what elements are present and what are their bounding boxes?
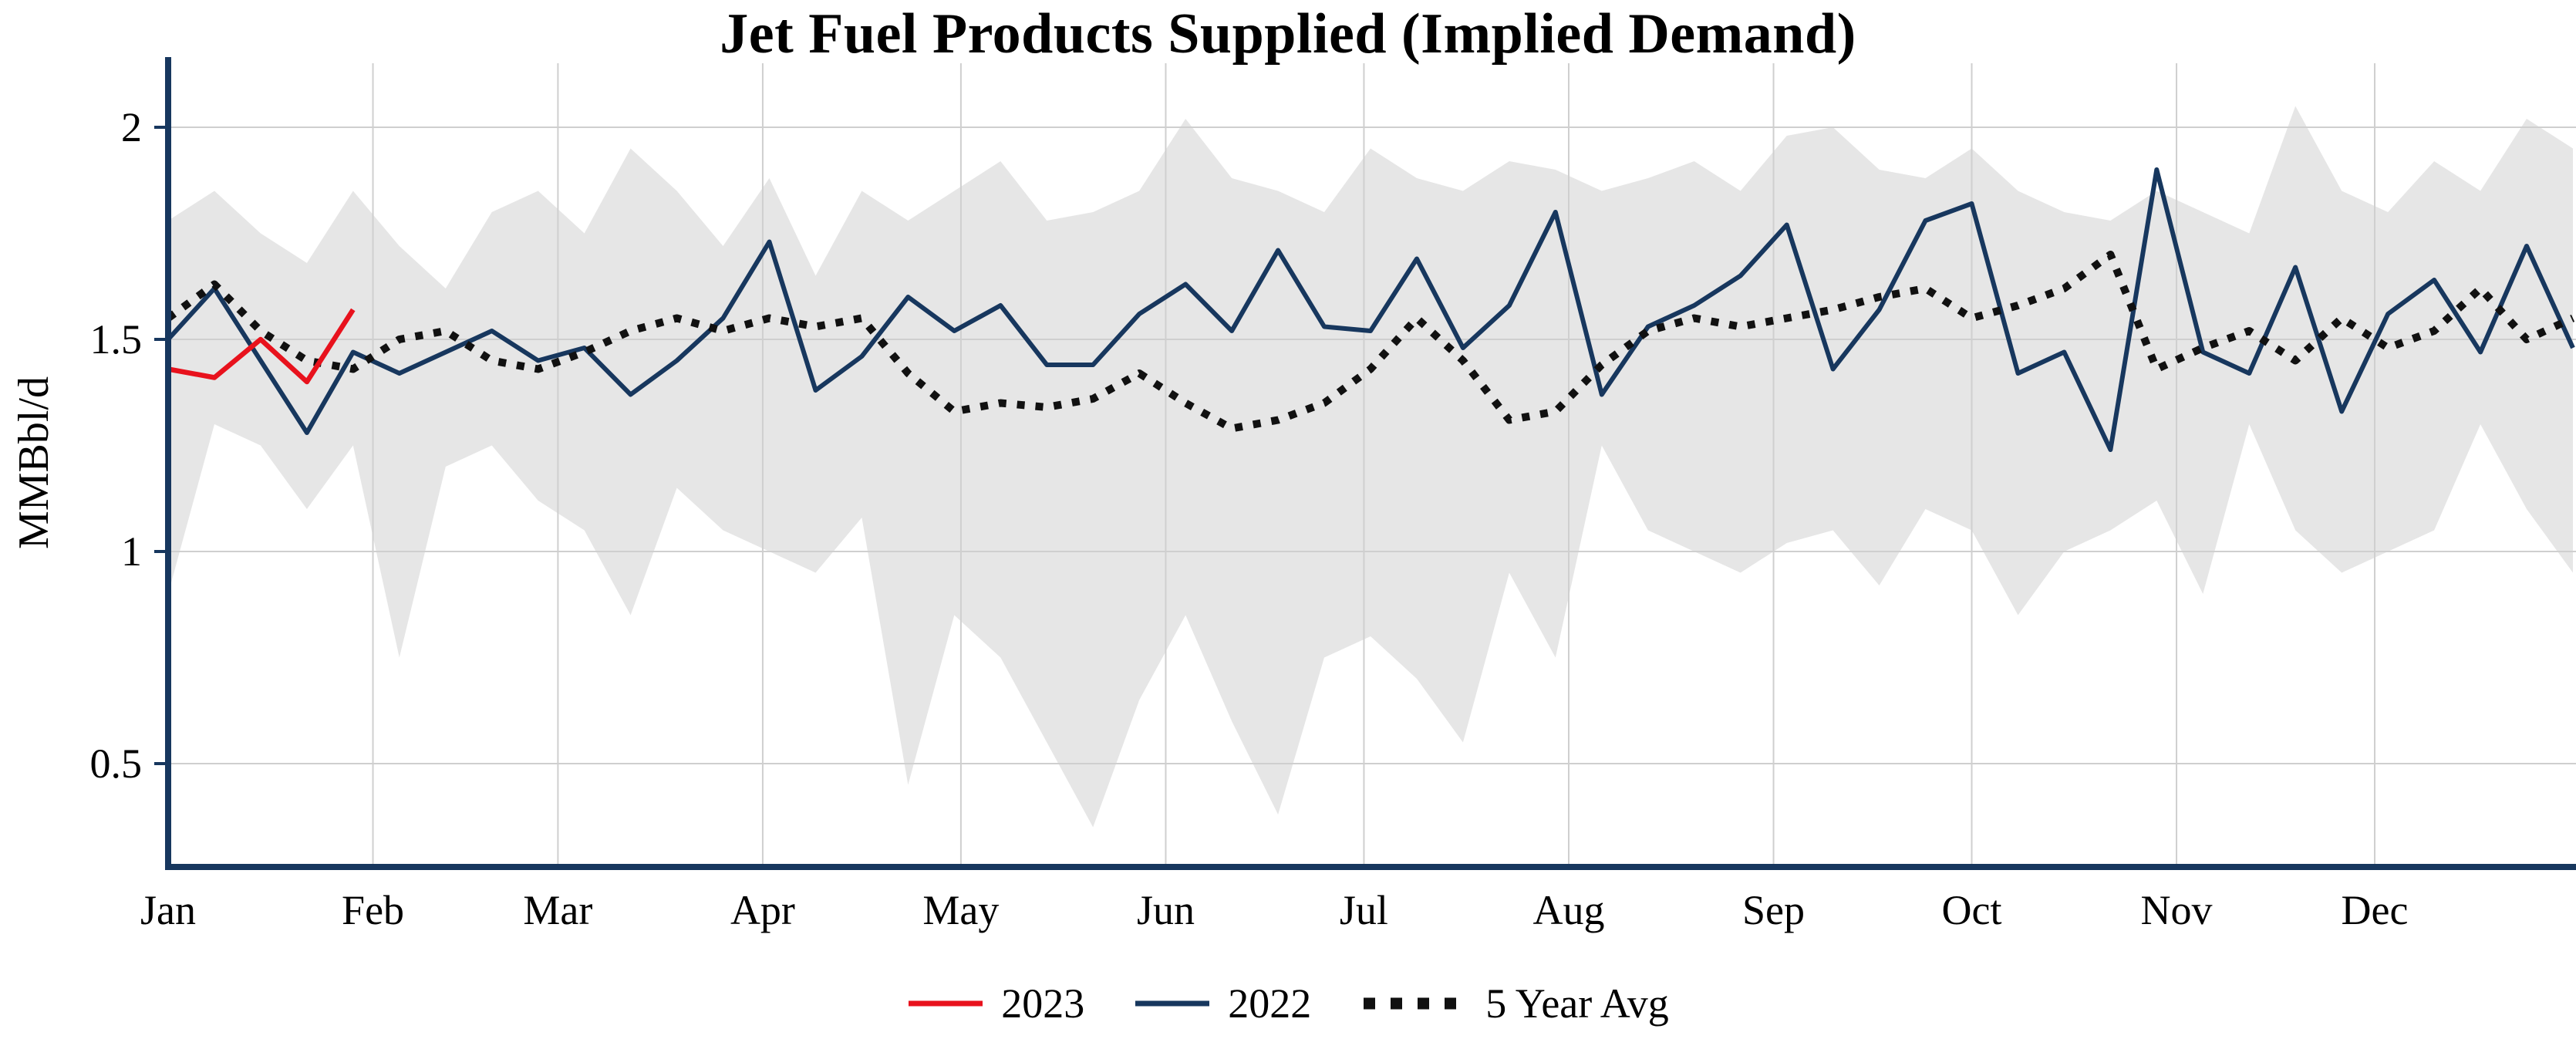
x-month-label: Oct (1942, 887, 2002, 933)
x-month-label: May (922, 887, 999, 933)
axes (165, 57, 2576, 870)
x-month-label: Jun (1137, 887, 1195, 933)
x-month-label: Feb (342, 887, 404, 933)
gridlines (168, 63, 2576, 867)
legend-swatch-2023 (909, 1000, 983, 1007)
x-month-label: Nov (2141, 887, 2213, 933)
legend-label-2022: 2022 (1228, 980, 1312, 1027)
legend-item-5yr-avg: 5 Year Avg (1360, 980, 1669, 1027)
x-month-label: Dec (2342, 887, 2409, 933)
x-month-label: Apr (730, 887, 795, 933)
y-ticks: 0.5 1 1.5 2 (90, 104, 168, 787)
series-5yr-avg-line (166, 251, 2575, 433)
x-month-label: Aug (1532, 887, 1604, 933)
legend-swatch-2022 (1135, 1000, 1210, 1007)
series-2023-line (167, 308, 356, 385)
y-tick-label: 0.5 (90, 740, 143, 787)
x-month-label: Mar (523, 887, 592, 933)
legend-item-2022: 2022 (1134, 980, 1311, 1027)
five-year-range-band (168, 106, 2573, 828)
legend-label-5yr-avg: 5 Year Avg (1485, 980, 1669, 1027)
y-tick-label: 2 (121, 104, 142, 150)
chart-title: Jet Fuel Products Supplied (Implied Dema… (720, 2, 1856, 66)
legend-item-2023: 2023 (907, 980, 1084, 1027)
x-month-label: Jan (140, 887, 196, 933)
legend-swatch-5yr-avg (1364, 997, 1468, 1010)
y-tick-label: 1.5 (90, 316, 143, 363)
legend: 2023 2022 5 Year Avg (0, 970, 2576, 1037)
x-month-label: Sep (1742, 887, 1805, 933)
y-tick-label: 1 (121, 528, 142, 575)
x-month-label: Jul (1340, 887, 1388, 933)
series-2022-line (166, 167, 2575, 452)
legend-label-2023: 2023 (1001, 980, 1085, 1027)
